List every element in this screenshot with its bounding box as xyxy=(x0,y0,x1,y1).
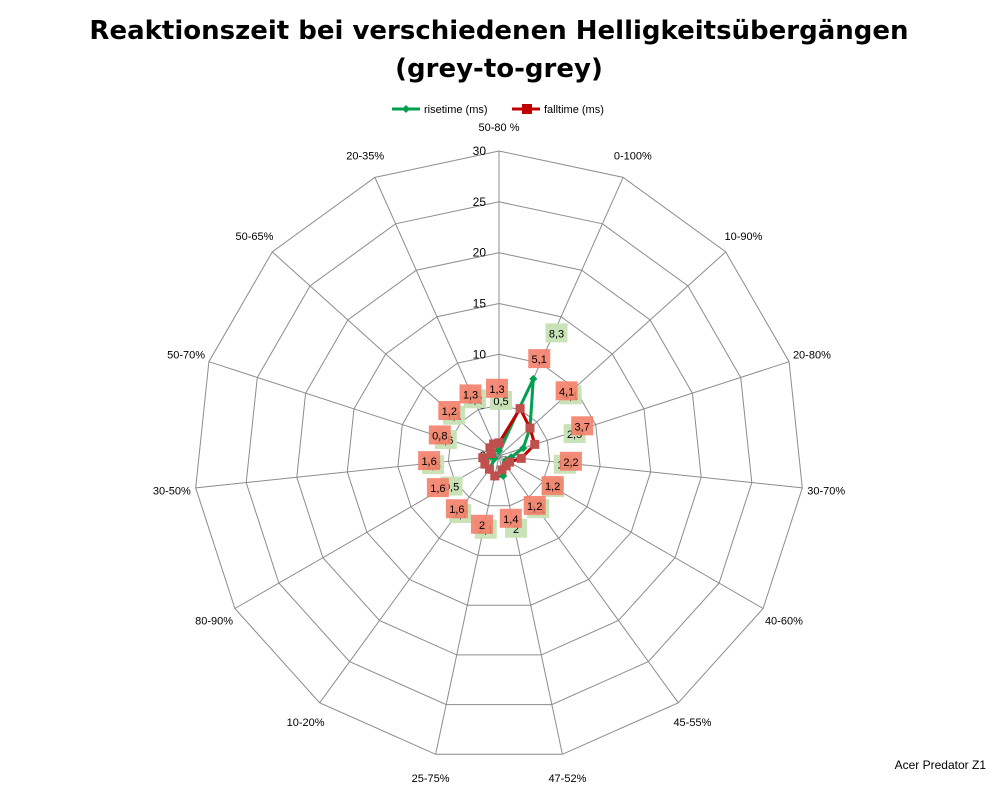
data-label: 1,2 xyxy=(545,481,560,493)
grid-spoke xyxy=(498,455,563,755)
legend-marker xyxy=(402,105,410,113)
data-label: 2,2 xyxy=(563,457,578,469)
data-label: 1,3 xyxy=(463,389,478,401)
data-label-box xyxy=(418,451,441,471)
grid-spoke xyxy=(271,251,500,457)
data-point xyxy=(525,423,535,433)
category-label: 50-80 % xyxy=(479,122,520,134)
data-point xyxy=(490,471,500,481)
grid-spoke xyxy=(195,455,500,489)
data-label-box xyxy=(555,381,578,401)
data-point xyxy=(484,464,494,474)
category-label: 30-70% xyxy=(807,485,845,497)
data-label-box xyxy=(486,378,508,398)
grid-ring xyxy=(195,150,803,755)
data-label-box xyxy=(499,508,522,528)
data-label: 1,4 xyxy=(503,514,518,526)
axis-tick-label: 20 xyxy=(473,246,487,260)
category-label: 10-20% xyxy=(287,717,325,729)
data-label: 1,6 xyxy=(421,456,436,468)
grid-ring xyxy=(346,302,652,606)
data-label-box xyxy=(426,478,449,498)
category-label: 50-65% xyxy=(236,231,274,243)
axis-tick-label: 30 xyxy=(473,144,487,158)
grid-ring xyxy=(245,201,753,706)
grid-spoke xyxy=(498,455,764,609)
data-label: 1,6 xyxy=(449,504,464,516)
chart-title-line2: (grey-to-grey) xyxy=(395,54,603,84)
data-label-box xyxy=(445,499,468,519)
data-point xyxy=(486,448,496,458)
data-label: 5,1 xyxy=(532,354,547,366)
data-label-box xyxy=(528,349,551,369)
data-label: 0,5 xyxy=(493,396,508,408)
chart-legend: risetime (ms) falltime (ms) xyxy=(392,104,604,116)
data-point xyxy=(497,465,507,475)
data-label-box xyxy=(545,323,568,343)
grid-spoke xyxy=(498,361,790,457)
data-label: 1,3 xyxy=(489,384,504,396)
data-label-box xyxy=(559,451,582,471)
category-label: 40-60% xyxy=(765,616,803,628)
data-label: 4,1 xyxy=(559,386,574,398)
data-point xyxy=(515,404,525,414)
data-label: 8,3 xyxy=(549,328,564,340)
chart-title-line1: Reaktionszeit bei verschiedenen Helligke… xyxy=(89,16,909,46)
data-label: 3,7 xyxy=(575,421,590,433)
legend-label: falltime (ms) xyxy=(544,104,604,116)
category-label: 80-90% xyxy=(195,616,233,628)
data-labels: 0,58,34,12,51,20,81,122,11,70,51,60,61,1… xyxy=(418,323,594,539)
series-layer xyxy=(478,374,540,481)
data-point xyxy=(480,459,490,469)
axis-tick-label: 10 xyxy=(473,347,487,361)
grid-spoke xyxy=(319,455,500,704)
data-label-box xyxy=(459,384,482,404)
data-label-box xyxy=(571,416,594,436)
grid-ring xyxy=(397,353,601,556)
category-label: 20-35% xyxy=(346,150,384,162)
grid-spoke xyxy=(374,177,500,457)
data-point xyxy=(529,374,538,383)
grid-spoke xyxy=(498,455,679,704)
data-label-box xyxy=(541,476,564,496)
data-label-box xyxy=(428,425,451,445)
data-point xyxy=(489,439,499,449)
data-label: 2 xyxy=(479,520,485,532)
data-point xyxy=(478,453,488,463)
data-point xyxy=(530,439,540,449)
data-label: 0,8 xyxy=(432,430,447,442)
watermark-text: Acer Predator Z1 xyxy=(894,758,986,772)
axis-tick-label: 15 xyxy=(473,297,487,311)
category-label: 30-50% xyxy=(153,485,191,497)
data-label-box xyxy=(470,514,493,534)
data-label: 1,2 xyxy=(527,501,542,513)
category-label: 0-100% xyxy=(614,150,652,162)
grid-ring xyxy=(296,252,702,656)
data-label: 1,6 xyxy=(430,483,445,495)
grid-spoke xyxy=(498,251,727,457)
data-label-box xyxy=(523,495,546,515)
data-point xyxy=(495,446,503,455)
category-label: 45-55% xyxy=(673,717,711,729)
grid-spoke xyxy=(435,455,500,755)
category-label: 47-52% xyxy=(548,773,586,785)
data-point xyxy=(516,453,526,463)
data-label: 1,2 xyxy=(442,406,457,418)
radar-grid: 05101520253050-80 %0-100%10-90%20-80%30-… xyxy=(153,122,846,785)
category-label: 25-75% xyxy=(412,773,450,785)
category-label: 20-80% xyxy=(793,349,831,361)
category-label: 50-70% xyxy=(167,349,205,361)
axis-tick-label: 25 xyxy=(473,195,487,209)
data-label: 2 xyxy=(513,524,519,536)
chart-title: Reaktionszeit bei verschiedenen Helligke… xyxy=(0,12,998,88)
data-point xyxy=(494,438,504,448)
legend-label: risetime (ms) xyxy=(424,104,488,116)
data-label-box xyxy=(438,401,461,421)
category-label: 10-90% xyxy=(725,231,763,243)
legend-marker xyxy=(522,104,532,114)
data-point xyxy=(519,444,528,453)
grid-spoke xyxy=(498,455,803,489)
